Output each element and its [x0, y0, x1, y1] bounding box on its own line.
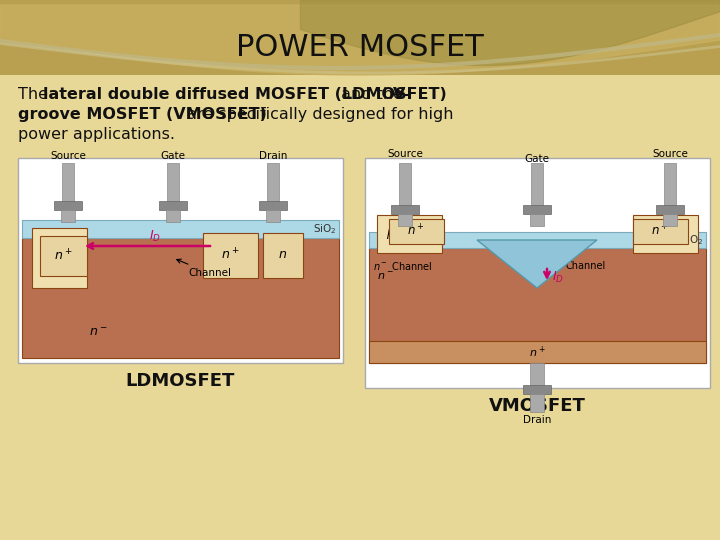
Text: $n^-$: $n^-$	[377, 271, 393, 281]
Text: $n$: $n$	[279, 248, 287, 261]
Bar	[531, 163, 543, 205]
Bar	[530, 214, 544, 226]
Text: and the: and the	[336, 87, 408, 102]
Bar	[369, 248, 706, 363]
Text: Channel: Channel	[176, 259, 231, 278]
Text: lateral double diffused MOSFET (LDMOSFET): lateral double diffused MOSFET (LDMOSFET…	[43, 87, 447, 102]
Text: Gate: Gate	[524, 154, 549, 164]
Text: $p$: $p$	[387, 227, 396, 241]
Bar	[664, 163, 676, 205]
Text: VMOSFET: VMOSFET	[489, 397, 585, 415]
Bar	[22, 238, 339, 358]
Bar	[159, 201, 187, 210]
Text: Drain: Drain	[523, 415, 552, 425]
Text: Source: Source	[50, 151, 86, 161]
Text: POWER MOSFET: POWER MOSFET	[236, 33, 484, 63]
Bar	[523, 385, 551, 394]
Bar	[656, 205, 684, 214]
Bar	[61, 210, 75, 222]
Bar	[391, 205, 419, 214]
Text: are specifically designed for high: are specifically designed for high	[182, 107, 454, 122]
Text: $n^+$: $n^+$	[408, 224, 425, 239]
Bar	[399, 163, 411, 205]
Text: $n^+$: $n^+$	[528, 345, 545, 360]
Text: V-: V-	[392, 87, 410, 102]
Bar	[18, 158, 343, 363]
Bar	[377, 215, 442, 253]
Bar	[259, 201, 287, 210]
Bar	[369, 232, 706, 248]
Text: $p$: $p$	[54, 255, 64, 271]
Text: Channel: Channel	[565, 261, 606, 271]
Bar	[0, 55, 720, 540]
Bar	[398, 214, 412, 226]
Bar	[530, 363, 544, 385]
Polygon shape	[477, 240, 597, 288]
Bar	[40, 236, 87, 276]
Bar	[0, 0, 720, 75]
Text: SiO$_2$: SiO$_2$	[313, 222, 337, 236]
Text: The: The	[18, 87, 53, 102]
Bar	[369, 341, 706, 363]
Text: $n^-$ Channel: $n^-$ Channel	[373, 260, 433, 272]
Text: $I_D$: $I_D$	[552, 269, 564, 285]
Text: Source: Source	[652, 149, 688, 159]
Bar	[166, 210, 180, 222]
Bar	[389, 219, 444, 244]
Bar	[263, 233, 303, 278]
Text: SiO$_2$: SiO$_2$	[680, 233, 704, 247]
Text: $I_D$: $I_D$	[149, 229, 161, 244]
Text: $p$: $p$	[679, 227, 689, 241]
Bar	[62, 163, 74, 201]
Text: groove MOSFET (VMOSFET): groove MOSFET (VMOSFET)	[18, 107, 267, 122]
Text: Source: Source	[387, 149, 423, 159]
Text: LDMOSFET: LDMOSFET	[125, 372, 235, 390]
Bar	[22, 220, 339, 238]
Bar	[523, 205, 551, 214]
Text: $n^+$: $n^+$	[54, 248, 72, 264]
Text: $n^+$: $n^+$	[221, 247, 239, 262]
Bar	[54, 201, 82, 210]
Bar	[266, 210, 280, 222]
Bar	[530, 394, 544, 412]
Text: $n^+$: $n^+$	[651, 224, 669, 239]
Text: $n^-$: $n^-$	[89, 327, 107, 340]
Bar	[663, 214, 677, 226]
Text: power applications.: power applications.	[18, 127, 175, 142]
Text: Drain: Drain	[258, 151, 287, 161]
Bar	[633, 215, 698, 253]
Bar	[167, 163, 179, 201]
Text: Gate: Gate	[161, 151, 186, 161]
Bar	[365, 158, 710, 388]
Bar	[203, 233, 258, 278]
Bar	[633, 219, 688, 244]
Bar	[267, 163, 279, 201]
Bar	[32, 228, 87, 288]
